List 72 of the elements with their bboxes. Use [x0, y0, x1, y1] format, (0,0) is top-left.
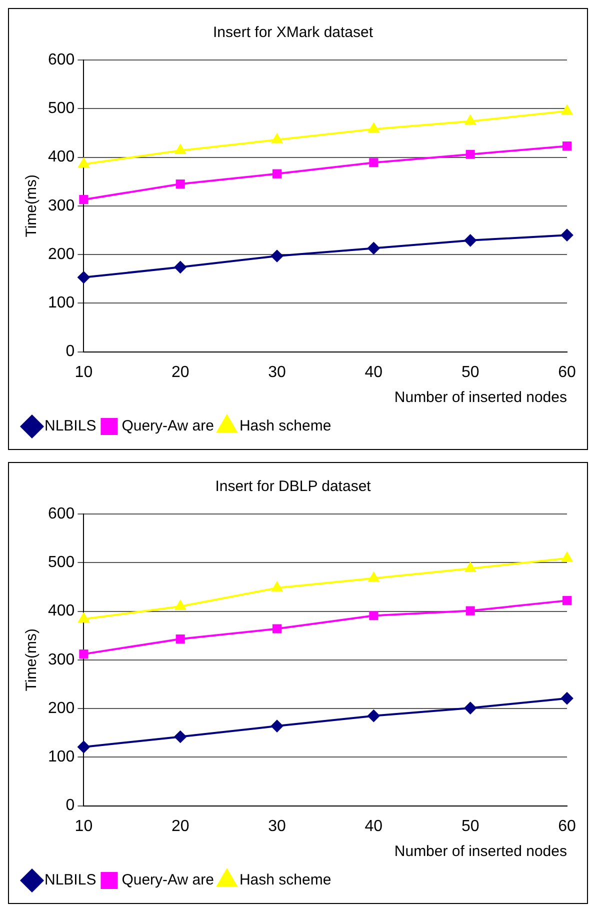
y-tick-label: 200: [48, 246, 75, 263]
legend-label: Hash scheme: [239, 418, 332, 435]
point: [465, 115, 476, 125]
y-tick-label: 300: [48, 197, 75, 214]
point: [271, 720, 284, 732]
point: [369, 158, 378, 168]
point: [561, 692, 573, 704]
point: [368, 710, 380, 722]
x-tick-label: 20: [171, 818, 190, 835]
point: [271, 250, 284, 262]
chart-title: Insert for DBLP dataset: [215, 478, 372, 496]
point: [465, 562, 476, 572]
x-tick-label: 20: [171, 364, 190, 381]
point: [562, 596, 572, 606]
legend-label: Query-Aw are: [122, 872, 214, 889]
point: [175, 144, 186, 154]
x-tick-label: 50: [461, 364, 480, 381]
y-tick-label: 500: [48, 554, 75, 572]
x-axis-title: Number of inserted nodes: [394, 843, 567, 860]
y-tick-label: 100: [48, 294, 75, 312]
point: [368, 572, 380, 582]
point: [78, 158, 90, 168]
x-tick-label: 60: [558, 818, 576, 835]
point: [368, 242, 380, 254]
x-tick-label: 10: [74, 818, 93, 835]
x-axis-title: Number of inserted nodes: [394, 389, 567, 406]
point: [78, 613, 90, 623]
y-tick-label: 600: [48, 51, 75, 68]
y-tick-label: 400: [48, 602, 75, 620]
y-tick-label: 200: [48, 700, 75, 717]
x-tick-label: 40: [364, 364, 383, 381]
legend-label: Hash scheme: [239, 872, 332, 889]
chart-title: Insert for XMark dataset: [212, 24, 374, 42]
y-tick-label: 300: [48, 651, 75, 668]
point: [561, 229, 573, 242]
x-tick-label: 60: [558, 364, 576, 381]
point: [272, 582, 282, 592]
x-tick-label: 10: [74, 364, 93, 381]
point: [464, 702, 476, 714]
legend-label: NLBILS: [44, 872, 96, 889]
y-tick-label: 400: [48, 148, 75, 166]
point: [562, 142, 572, 151]
x-tick-label: 30: [268, 818, 286, 835]
point: [369, 611, 378, 620]
point: [466, 150, 475, 159]
point: [368, 123, 380, 133]
point: [78, 271, 90, 284]
point: [78, 740, 90, 753]
point: [174, 730, 186, 743]
point: [176, 179, 185, 189]
y-axis-title: Time(ms): [23, 174, 40, 238]
point: [272, 624, 282, 634]
point: [176, 634, 185, 644]
point: [562, 552, 572, 562]
point: [466, 606, 475, 616]
point: [174, 261, 186, 274]
y-tick-label: 0: [66, 797, 75, 814]
point: [562, 105, 572, 115]
y-axis-title: Time(ms): [23, 628, 40, 692]
point: [464, 234, 476, 246]
point: [175, 600, 186, 610]
y-tick-label: 600: [48, 505, 75, 522]
legend-label: Query-Aw are: [122, 418, 214, 435]
point: [272, 169, 282, 178]
legend-label: NLBILS: [44, 418, 96, 435]
y-tick-label: 500: [48, 100, 75, 118]
point: [272, 134, 282, 144]
x-tick-label: 30: [268, 364, 286, 381]
x-tick-label: 40: [364, 818, 383, 835]
y-tick-label: 100: [48, 748, 75, 766]
y-tick-label: 0: [66, 343, 75, 360]
x-tick-label: 50: [461, 818, 480, 835]
